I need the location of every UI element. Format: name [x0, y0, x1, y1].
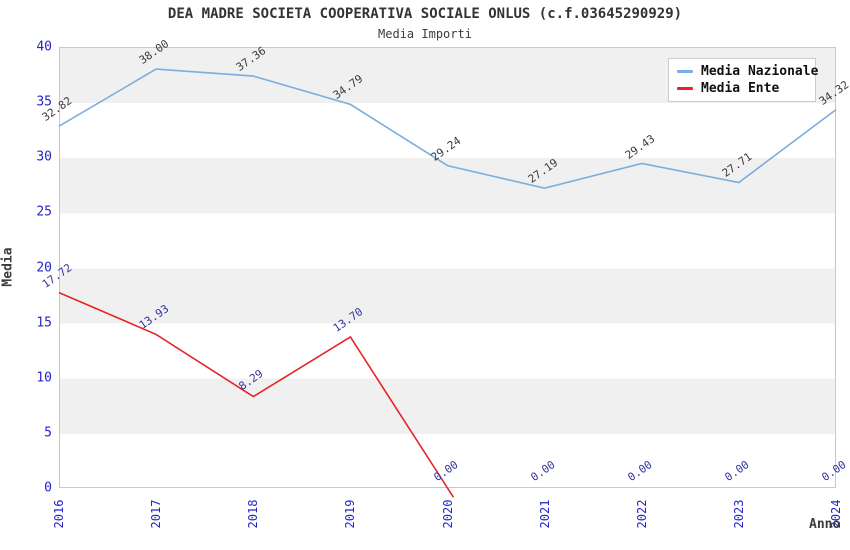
legend-label: Media Nazionale [701, 64, 819, 79]
y-tick-label: 10 [36, 370, 52, 386]
media-ente-line-swatch-icon [677, 87, 693, 90]
legend-label: Media Ente [701, 81, 780, 96]
plot-area [59, 47, 836, 488]
legend-item-media-nazionale: Media Nazionale [677, 64, 818, 80]
y-tick-label: 25 [36, 204, 52, 220]
y-tick-label: 15 [36, 315, 52, 331]
y-axis-title: Media [0, 247, 16, 287]
y-tick-label: 5 [44, 425, 52, 441]
x-tick-label: 2022 [634, 499, 649, 529]
chart-subtitle: Media Importi [378, 27, 472, 41]
x-tick-label: 2020 [440, 499, 455, 529]
legend: Media Nazionale Media Ente [668, 58, 818, 102]
x-tick-label: 2021 [537, 499, 552, 529]
y-tick-label: 35 [36, 94, 52, 110]
chart-title: DEA MADRE SOCIETA COOPERATIVA SOCIALE ON… [167, 6, 683, 22]
y-tick-label: 0 [44, 480, 52, 496]
x-tick-label: 2018 [246, 499, 261, 529]
x-axis-title: Anno [809, 517, 841, 532]
y-tick-label: 20 [36, 260, 52, 275]
legend-item-media-ente: Media Ente [677, 81, 807, 97]
x-tick-label: 2019 [343, 499, 358, 529]
x-tick-label: 2016 [52, 499, 66, 529]
media-nazionale-line-swatch-icon [677, 70, 693, 73]
x-tick-label: 2023 [731, 499, 746, 529]
y-tick-label: 30 [36, 149, 52, 165]
x-tick-label: 2017 [149, 499, 164, 529]
y-tick-label: 40 [36, 39, 52, 55]
